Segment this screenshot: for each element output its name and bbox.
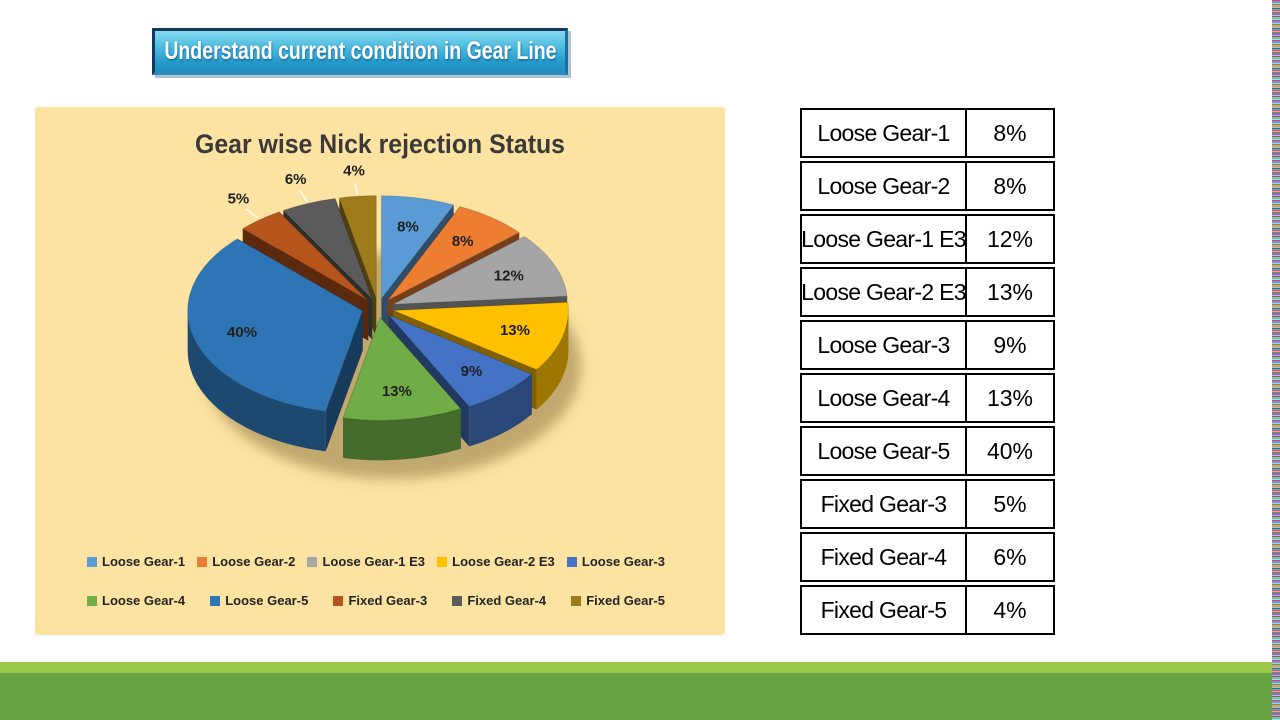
legend-item: Loose Gear-1 E3 [307,554,425,569]
pie-value-label: 8% [452,233,474,250]
legend-label: Loose Gear-1 [102,554,186,569]
legend-swatch-icon [437,556,448,567]
label-leader-line [354,182,359,195]
chart-legend-row-2: Loose Gear-4 Loose Gear-5 Fixed Gear-3 F… [87,593,665,608]
legend-label: Loose Gear-3 [581,554,665,569]
legend-label: Fixed Gear-3 [348,593,428,608]
legend-swatch-icon [566,556,577,567]
table-row: Loose Gear-1 8% [800,108,1055,158]
pie-value-label: 4% [343,163,365,180]
table-cell-value: 8% [993,172,1027,199]
table-row: Loose Gear-3 9% [800,320,1055,370]
pie-slice-Loose Gear-5 [187,238,364,452]
legend-item: Fixed Gear-4 [452,593,546,608]
legend-item: Loose Gear-4 [87,593,185,608]
legend-swatch-icon [307,556,318,567]
footer-bar-dark [0,673,1272,720]
table-row: Loose Gear-5 40% [800,426,1055,476]
pie-value-label: 8% [397,218,419,235]
pie-value-label: 12% [494,268,524,285]
legend-swatch-icon [197,556,208,567]
pie-value-label: 13% [500,322,530,339]
table-cell-value: 9% [993,331,1027,358]
legend-item: Loose Gear-2 E3 [437,554,555,569]
table-cell-label: Fixed Gear-3 [802,481,967,527]
chart-title: Gear wise Nick rejection Status [194,129,565,159]
table-cell-label: Loose Gear-2 [802,163,967,209]
legend-swatch-icon [87,556,97,567]
legend-swatch-icon [87,595,97,606]
table-row: Loose Gear-2 E3 13% [800,267,1055,317]
table-row: Loose Gear-1 E3 12% [800,214,1055,264]
table-row: Fixed Gear-4 6% [800,532,1055,582]
legend-swatch-icon [210,595,221,606]
table-cell-value: 13% [986,384,1034,411]
pie-value-label: 5% [228,190,250,207]
legend-item: Loose Gear-5 [210,593,308,608]
video-noise-strip [1272,0,1280,720]
title-banner: Understand current condition in Gear Lin… [152,28,568,75]
table-cell-label: Fixed Gear-5 [802,587,967,633]
table-cell-label: Loose Gear-1 E3 [801,216,967,262]
table-cell-label: Loose Gear-5 [802,428,967,474]
gear-rejection-table: Loose Gear-1 8% Loose Gear-2 8% Loose Ge… [800,108,1055,635]
table-cell-value: 8% [993,119,1027,146]
pie-value-label: 13% [382,383,412,400]
table-cell-label: Loose Gear-4 [802,375,967,421]
pie-value-label: 40% [227,324,257,341]
legend-swatch-icon [452,595,463,606]
legend-item: Loose Gear-3 [566,554,665,569]
chart-legend-row-1: Loose Gear-1 Loose Gear-2 Loose Gear-1 E… [87,554,665,569]
legend-swatch-icon [333,595,344,606]
pie-chart: 8% 8% 12% 13% 9% 13% 40% 5% 6% 4% [187,163,581,479]
banner-text: Understand current condition in Gear Lin… [163,37,557,65]
legend-item: Loose Gear-1 [87,554,185,569]
legend-label: Loose Gear-2 [212,554,296,569]
legend-label: Loose Gear-2 E3 [452,554,555,569]
legend-label: Loose Gear-1 E3 [322,554,426,569]
label-leader-line [245,208,259,219]
table-cell-label: Fixed Gear-4 [802,534,967,580]
table-cell-value: 12% [986,225,1034,252]
table-row: Fixed Gear-5 4% [800,585,1055,635]
table-cell-label: Loose Gear-2 E3 [801,269,967,315]
table-cell-label: Loose Gear-3 [802,322,967,368]
chart-panel: 8% 8% 12% 13% 9% 13% 40% 5% 6% 4% Gear wise Nick … [35,107,725,635]
legend-label: Loose Gear-5 [225,593,309,608]
table-cell-value: 4% [993,596,1027,623]
pie-value-label: 9% [461,363,483,380]
label-leader-line [299,190,308,202]
table-row: Fixed Gear-3 5% [800,479,1055,529]
pie-value-label: 6% [285,171,307,188]
legend-item: Loose Gear-2 [197,554,295,569]
legend-label: Loose Gear-4 [102,593,186,608]
table-row: Loose Gear-2 8% [800,161,1055,211]
table-row: Loose Gear-4 13% [800,373,1055,423]
table-cell-value: 5% [993,490,1027,517]
table-cell-value: 13% [986,278,1034,305]
table-cell-value: 40% [986,437,1034,464]
legend-swatch-icon [571,595,582,606]
table-cell-value: 6% [993,543,1027,570]
legend-label: Fixed Gear-5 [586,593,665,608]
legend-item: Fixed Gear-3 [333,593,427,608]
legend-item: Fixed Gear-5 [571,593,665,608]
table-cell-label: Loose Gear-1 [802,110,967,156]
footer-bar-light [0,662,1272,673]
legend-label: Fixed Gear-4 [467,593,547,608]
pie-slice-Loose Gear-4 [342,316,462,461]
